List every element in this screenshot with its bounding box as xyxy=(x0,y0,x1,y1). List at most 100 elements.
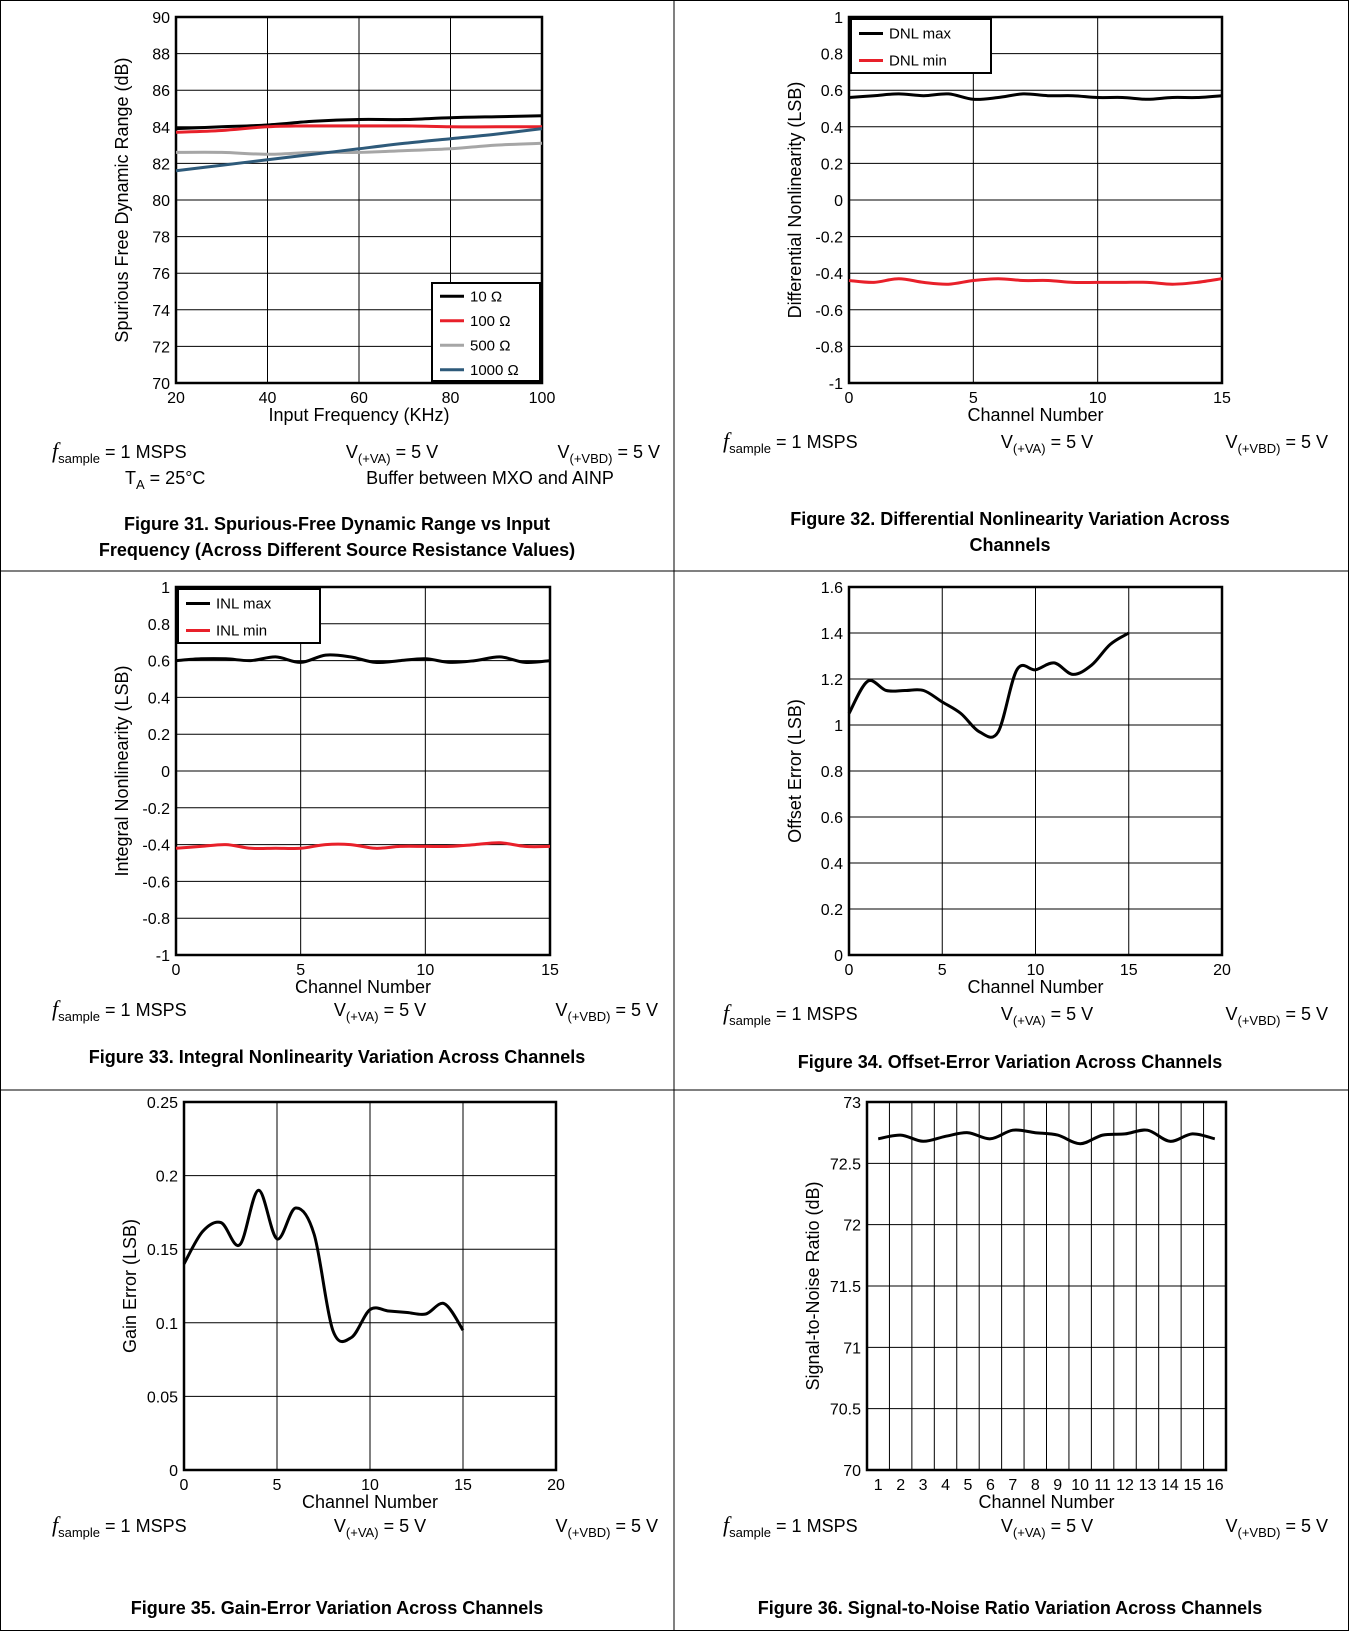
y-axis-label: Differential Nonlinearity (LSB) xyxy=(785,82,805,319)
y-axis-label: Integral Nonlinearity (LSB) xyxy=(112,665,132,876)
chart-panel-1: 70 72 74 76 78 80 82 84 86 88 90 20 40 60 80 100 Input F… xyxy=(52,10,660,560)
y-tick-label: 0.2 xyxy=(148,727,170,744)
test-condition: TA = 25°C xyxy=(125,468,205,492)
y-tick-label: 0.4 xyxy=(821,120,843,137)
x-tick-label: 10 xyxy=(1027,962,1045,979)
y-tick-label: 0.2 xyxy=(821,156,843,173)
y-tick-label: -0.6 xyxy=(815,303,843,320)
test-condition: V(+VBD) = 5 V xyxy=(1225,1516,1328,1540)
y-tick-label: -0.6 xyxy=(142,874,170,891)
x-tick-label: 5 xyxy=(969,390,978,407)
x-tick-label: 16 xyxy=(1206,1477,1224,1494)
y-tick-label: 0.25 xyxy=(147,1095,178,1112)
x-tick-label: 6 xyxy=(986,1477,995,1494)
y-tick-label: -1 xyxy=(829,376,843,393)
series-line-1 xyxy=(877,1128,1216,1146)
y-tick-label: 70 xyxy=(843,1463,861,1480)
test-condition: V(+VA) = 5 V xyxy=(334,1516,426,1540)
figure-caption: Figure 31. Spurious-Free Dynamic Range v… xyxy=(124,514,550,534)
x-tick-label: 15 xyxy=(541,962,559,979)
x-tick-label: 9 xyxy=(1053,1477,1062,1494)
legend-label: INL min xyxy=(216,623,267,640)
y-tick-label: 0.05 xyxy=(147,1389,178,1406)
y-tick-label: 72 xyxy=(843,1218,861,1235)
x-tick-label: 0 xyxy=(845,962,854,979)
test-condition: fsample = 1 MSPS xyxy=(723,1512,858,1540)
legend-label: INL max xyxy=(216,596,272,613)
x-tick-label: 20 xyxy=(1213,962,1231,979)
x-tick-label: 1 xyxy=(874,1477,883,1494)
series-line-4 xyxy=(175,127,543,173)
x-tick-label: 5 xyxy=(296,962,305,979)
y-tick-label: 84 xyxy=(152,120,170,137)
x-axis-label: Input Frequency (KHz) xyxy=(268,405,449,425)
x-tick-label: 0 xyxy=(180,1477,189,1494)
series-line-1 xyxy=(848,92,1223,101)
x-tick-label: 20 xyxy=(167,390,185,407)
test-condition: fsample = 1 MSPS xyxy=(52,438,187,466)
test-condition: V(+VBD) = 5 V xyxy=(557,442,660,466)
x-tick-label: 5 xyxy=(964,1477,973,1494)
test-condition: fsample = 1 MSPS xyxy=(52,996,187,1024)
plot-frame xyxy=(174,15,544,385)
x-tick-label: 15 xyxy=(1183,1477,1201,1494)
x-tick-label: 15 xyxy=(454,1477,472,1494)
y-tick-label: 76 xyxy=(152,266,170,283)
figure-caption: Figure 34. Offset-Error Variation Across… xyxy=(798,1052,1222,1072)
y-tick-label: 1.2 xyxy=(821,672,843,689)
y-tick-label: 88 xyxy=(152,47,170,64)
x-tick-label: 10 xyxy=(1071,1477,1089,1494)
figure-caption: Figure 35. Gain-Error Variation Across C… xyxy=(131,1598,543,1618)
y-tick-label: -0.4 xyxy=(142,838,170,855)
y-tick-label: 0.1 xyxy=(156,1316,178,1333)
figure-caption: Figure 33. Integral Nonlinearity Variati… xyxy=(89,1047,585,1067)
y-tick-label: 70 xyxy=(152,376,170,393)
y-tick-label: 0.8 xyxy=(821,47,843,64)
figure-caption: Figure 32. Differential Nonlinearity Var… xyxy=(790,509,1229,529)
y-tick-label: 78 xyxy=(152,230,170,247)
figure-caption: Channels xyxy=(969,535,1050,555)
test-condition: V(+VBD) = 5 V xyxy=(1225,432,1328,456)
x-tick-label: 12 xyxy=(1116,1477,1134,1494)
y-tick-label: 1 xyxy=(161,580,170,597)
x-tick-label: 10 xyxy=(1089,390,1107,407)
y-tick-label: 82 xyxy=(152,156,170,173)
x-tick-label: 10 xyxy=(416,962,434,979)
y-tick-label: -0.2 xyxy=(142,801,170,818)
plot-frame xyxy=(174,585,552,957)
y-tick-label: -0.4 xyxy=(815,266,843,283)
x-tick-label: 13 xyxy=(1139,1477,1157,1494)
series-line-2 xyxy=(175,124,542,134)
y-tick-label: 0 xyxy=(834,193,843,210)
y-tick-label: 0.15 xyxy=(147,1242,178,1259)
chart-panel-4: 0 0.2 0.4 0.6 0.8 1 1.2 1.4 1.6 0 5 10 15 20 Channel N… xyxy=(723,580,1328,1072)
test-condition: V(+VA) = 5 V xyxy=(334,1000,426,1024)
test-condition: fsample = 1 MSPS xyxy=(723,1000,858,1028)
y-tick-label: 73 xyxy=(843,1095,861,1112)
y-tick-label: -0.2 xyxy=(815,230,843,247)
y-tick-label: 0 xyxy=(169,1463,178,1480)
test-condition: V(+VBD) = 5 V xyxy=(555,1516,658,1540)
x-tick-label: 5 xyxy=(273,1477,282,1494)
x-tick-label: 2 xyxy=(896,1477,905,1494)
y-axis-label: Signal-to-Noise Ratio (dB) xyxy=(803,1181,823,1390)
x-tick-label: 8 xyxy=(1031,1477,1040,1494)
x-axis-label: Channel Number xyxy=(295,977,431,997)
legend-box xyxy=(431,282,541,382)
x-tick-label: 4 xyxy=(941,1477,950,1494)
x-axis-label: Channel Number xyxy=(302,1492,438,1512)
y-axis-label: Spurious Free Dynamic Range (dB) xyxy=(112,57,132,342)
y-tick-label: 0.6 xyxy=(821,810,843,827)
x-tick-label: 40 xyxy=(259,390,277,407)
x-tick-label: 5 xyxy=(938,962,947,979)
series-line-1 xyxy=(175,653,551,665)
x-tick-label: 0 xyxy=(172,962,181,979)
x-axis-label: Channel Number xyxy=(978,1492,1114,1512)
y-tick-label: 70.5 xyxy=(830,1402,861,1419)
legend-label: 1000 Ω xyxy=(470,362,519,379)
y-axis-label: Offset Error (LSB) xyxy=(785,699,805,843)
y-tick-label: -0.8 xyxy=(142,911,170,928)
test-condition: V(+VBD) = 5 V xyxy=(555,1000,658,1024)
